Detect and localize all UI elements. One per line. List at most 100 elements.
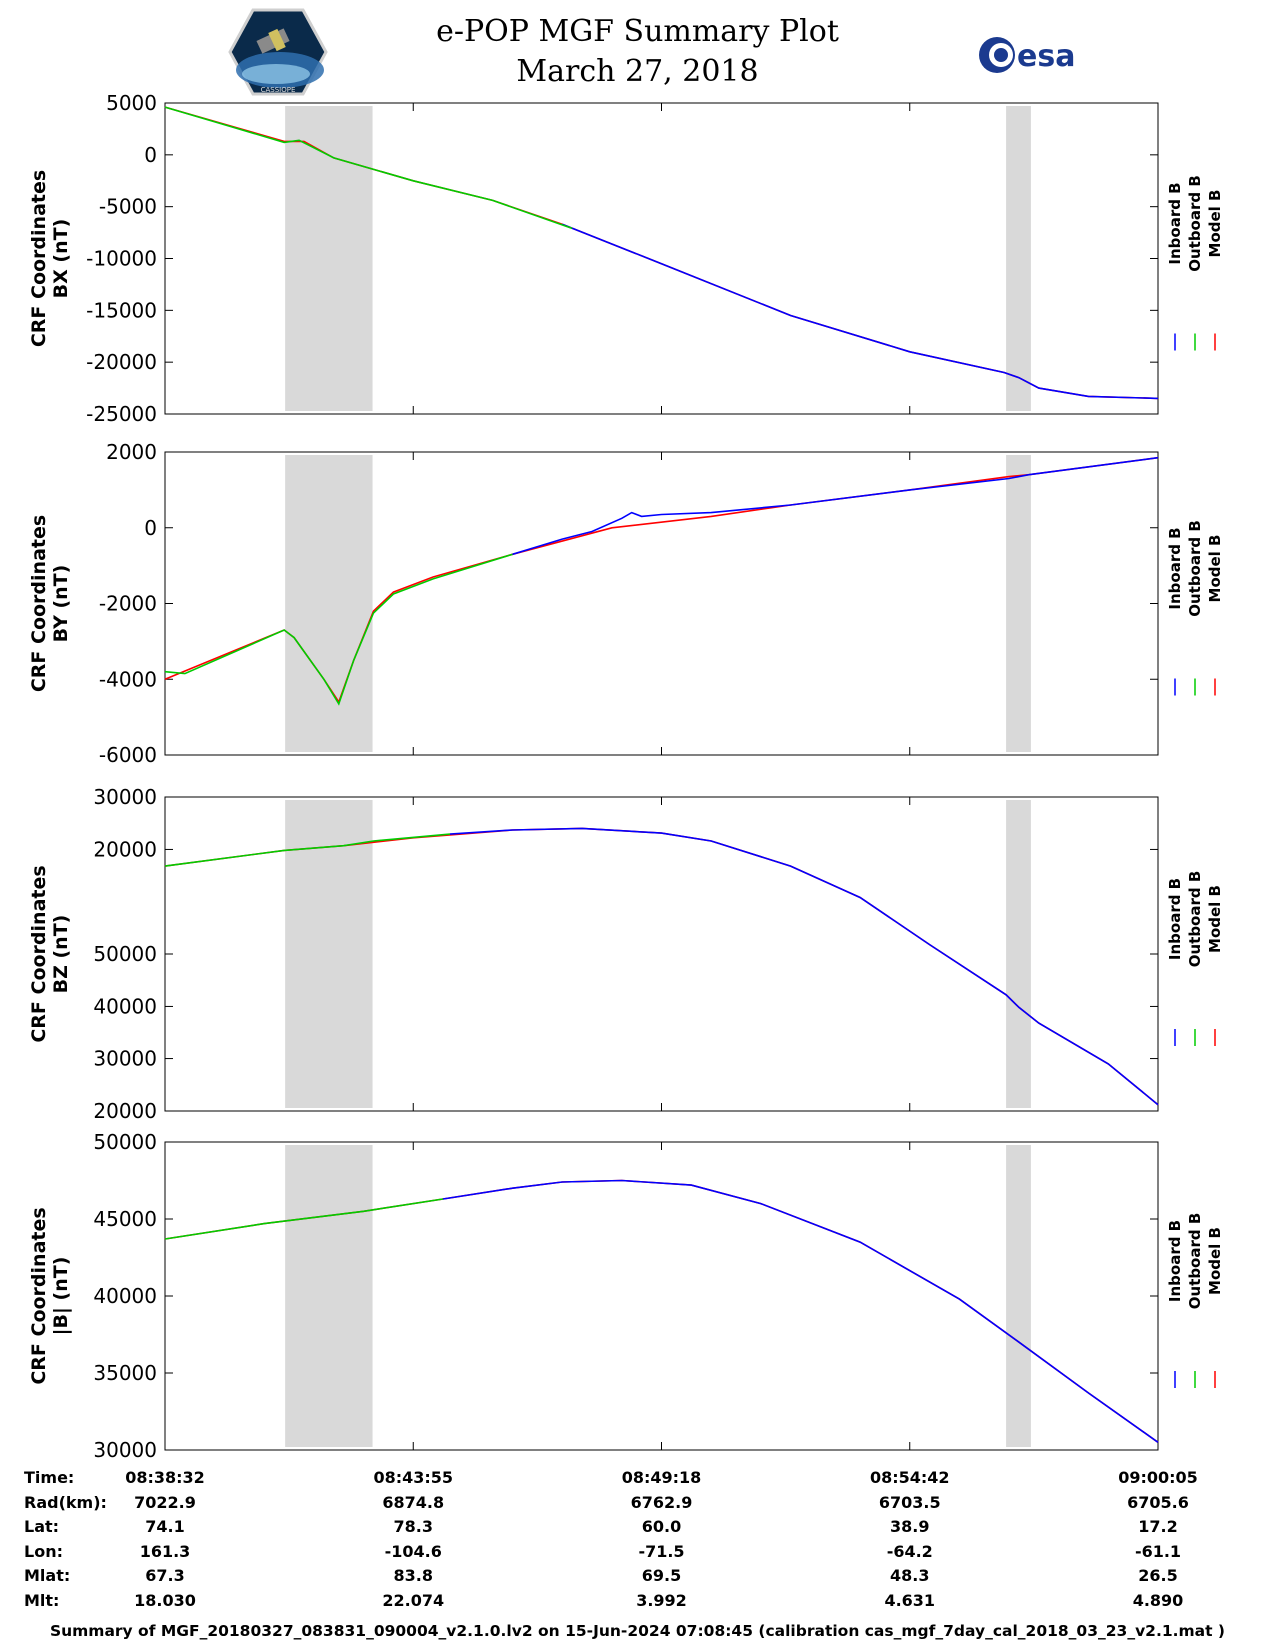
ylabel-0-0: CRF Coordinates: [28, 170, 50, 347]
series-outboard-b-1: [164, 553, 513, 706]
ylabel-3-0: CRF Coordinates: [28, 1207, 50, 1384]
info-cell: 22.074: [382, 1590, 445, 1610]
info-cell: 161.3: [139, 1541, 191, 1561]
info-cell: 6874.8: [382, 1492, 445, 1512]
info-label: Lon:: [24, 1541, 63, 1561]
series-outboard-b-3: [164, 1198, 444, 1240]
ytick-label-2-3: 40000: [93, 994, 157, 1018]
shaded-region-1-0: [285, 455, 373, 752]
info-label: Rad(km):: [24, 1492, 107, 1512]
series-inboard-b-2: [449, 827, 1159, 1106]
info-cell: 18.030: [134, 1590, 196, 1610]
series-outboard-b-0: [164, 106, 573, 230]
legend-label-1-0: Inboard B: [1166, 527, 1184, 609]
ytick-label-2-4: 30000: [93, 1047, 157, 1071]
ytick-label-0-4: -15000: [86, 298, 157, 322]
info-label: Mlat:: [24, 1566, 71, 1585]
info-cell: 38.9: [890, 1517, 930, 1536]
series-inboard-b-1: [512, 456, 1159, 556]
info-cell: 3.992: [636, 1590, 687, 1610]
series-outboard-b-2: [164, 833, 451, 867]
plot-date: March 27, 2018: [516, 54, 759, 89]
info-label: Time:: [24, 1468, 75, 1487]
ytick-label-2-0: 30000: [93, 785, 157, 809]
shaded-region-1-1: [1006, 455, 1031, 752]
legend-label-3-0: Inboard B: [1166, 1220, 1184, 1302]
ytick-label-3-1: 45000: [93, 1207, 157, 1231]
shaded-region-2-0: [285, 800, 373, 1108]
legend-label-1-2: Model B: [1206, 535, 1224, 603]
legend-label-1-1: Outboard B: [1186, 520, 1204, 617]
info-cell: 09:00:05: [1118, 1468, 1198, 1487]
ylabel-0-1: BX (nT): [50, 219, 72, 299]
info-label: Mlt:: [24, 1590, 60, 1610]
info-cell: 17.2: [1138, 1517, 1178, 1536]
info-cell: 6762.9: [630, 1492, 693, 1512]
ytick-label-1-3: -4000: [99, 667, 157, 691]
cassiope-logo: CASSIOPE: [228, 8, 328, 96]
info-cell: -104.6: [384, 1541, 442, 1561]
ytick-label-2-2: 50000: [93, 942, 157, 966]
orbit-info-table: Time: Rad(km): Lat: Lon: Mlat: Mlt: 08:38:32 70…: [0, 1468, 1275, 1618]
ytick-label-1-2: -2000: [99, 592, 157, 616]
info-cell: 69.5: [641, 1566, 682, 1585]
ytick-label-3-2: 40000: [93, 1284, 157, 1308]
info-cell: 08:38:32: [125, 1468, 205, 1487]
legend-label-2-1: Outboard B: [1186, 871, 1204, 968]
ytick-label-1-0: 2000: [106, 440, 157, 464]
ytick-label-3-3: 35000: [93, 1361, 157, 1385]
info-cell: 83.8: [393, 1566, 433, 1585]
info-cell: 67.3: [145, 1566, 185, 1585]
plot-title: e-POP MGF Summary Plot: [436, 14, 839, 49]
info-cell: 26.5: [1138, 1566, 1178, 1585]
info-cell: 48.3: [890, 1566, 930, 1585]
info-cell: 08:43:55: [373, 1468, 454, 1487]
legend-label-3-1: Outboard B: [1186, 1213, 1204, 1310]
shaded-region-3-1: [1006, 1145, 1031, 1447]
ylabel-3-1: |B| (nT): [50, 1257, 72, 1336]
shaded-region-2-1: [1006, 800, 1031, 1108]
info-cell: 6703.5: [878, 1492, 941, 1512]
ytick-label-0-5: -20000: [86, 350, 157, 374]
info-cell: 08:54:42: [869, 1468, 950, 1487]
info-cell: 6705.6: [1127, 1492, 1189, 1512]
shaded-region-0-1: [1006, 106, 1031, 411]
ylabel-1-0: CRF Coordinates: [28, 515, 50, 692]
ytick-label-1-1: 0: [144, 516, 157, 540]
ytick-label-1-4: -6000: [99, 743, 157, 767]
info-cell: -71.5: [638, 1541, 685, 1561]
ylabel-2-1: BZ (nT): [50, 915, 72, 994]
info-cell: 4.890: [1132, 1590, 1184, 1610]
summary-footer: Summary of MGF_20180327_083831_090004_v2…: [49, 1622, 1226, 1640]
legend-label-3-2: Model B: [1206, 1227, 1224, 1295]
info-cell: -64.2: [886, 1541, 933, 1561]
ytick-label-0-1: 0: [144, 143, 157, 167]
cassiope-logo-text: CASSIOPE: [261, 86, 296, 94]
ytick-label-0-3: -10000: [86, 247, 157, 271]
ytick-label-3-4: 30000: [93, 1438, 157, 1462]
ylabel-2-0: CRF Coordinates: [28, 865, 50, 1042]
legend-label-0-0: Inboard B: [1166, 182, 1184, 264]
ytick-label-2-5: 20000: [93, 1099, 157, 1123]
legend-label-0-2: Model B: [1206, 190, 1224, 258]
info-cell: 08:49:18: [621, 1468, 702, 1487]
legend-label-2-2: Model B: [1206, 885, 1224, 953]
info-cell: -61.1: [1134, 1541, 1182, 1561]
ytick-label-3-0: 50000: [93, 1130, 157, 1154]
ytick-label-2-1: 20000: [93, 837, 157, 861]
ytick-label-0-6: -25000: [86, 402, 157, 426]
info-cell: 4.631: [884, 1590, 936, 1610]
ytick-label-0-0: 5000: [106, 91, 157, 115]
ytick-label-0-2: -5000: [99, 195, 157, 219]
info-cell: 74.1: [145, 1517, 185, 1536]
shaded-region-0-0: [285, 106, 373, 411]
shaded-region-3-0: [285, 1145, 373, 1447]
series-inboard-b-3: [442, 1179, 1159, 1443]
ylabel-1-1: BY (nT): [50, 565, 72, 643]
info-cell: 78.3: [393, 1517, 433, 1536]
series-inboard-b-0: [561, 223, 1159, 400]
esa-logo: esa: [979, 37, 1075, 74]
info-label: Lat:: [24, 1517, 60, 1536]
info-cell: 7022.9: [134, 1492, 196, 1512]
